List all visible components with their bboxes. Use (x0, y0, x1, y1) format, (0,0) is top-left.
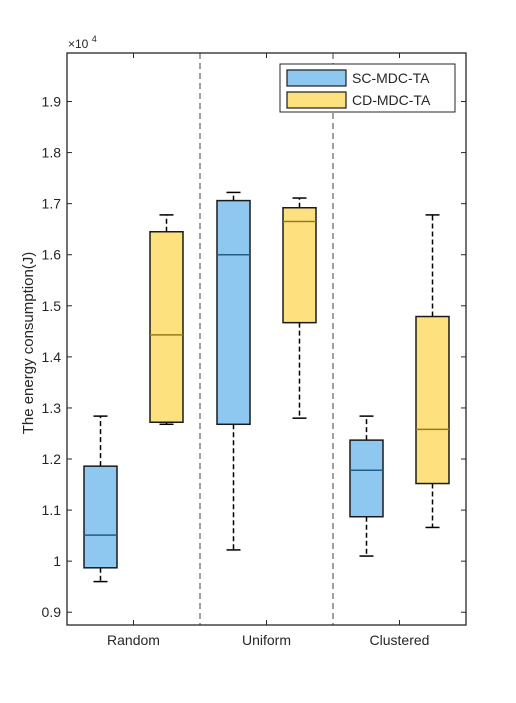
box-sc-mdc-ta-clustered (349, 415, 384, 557)
y-tick-label: 1 (53, 553, 61, 569)
y-tick-label: 1.1 (42, 502, 62, 518)
legend-label: CD-MDC-TA (352, 92, 431, 108)
box-sc-mdc-ta-uniform (216, 191, 251, 551)
legend-swatch (286, 69, 347, 87)
box-cd-mdc-ta-uniform (282, 197, 317, 419)
box-cd-mdc-ta-clustered (415, 214, 450, 529)
legend-label: SC-MDC-TA (352, 70, 430, 86)
legend-swatch (286, 91, 347, 109)
exponent-base: ×10 (68, 37, 89, 51)
box-body (83, 465, 118, 569)
x-tick-label: Clustered (370, 632, 430, 648)
x-tick-label: Random (107, 632, 160, 648)
box-body (282, 206, 317, 324)
y-tick-label: 1.2 (42, 451, 62, 467)
box-body (149, 231, 184, 423)
plot-area (67, 53, 466, 625)
y-tick-label: 1.7 (42, 196, 62, 212)
y-tick-label: 1.5 (42, 298, 62, 314)
y-tick-label: 0.9 (42, 604, 62, 620)
box-body (349, 439, 384, 518)
box-body (216, 199, 251, 426)
box-sc-mdc-ta-random (83, 415, 118, 583)
y-tick-label: 1.6 (42, 247, 62, 263)
exponent-label: ×10 4 (68, 34, 97, 51)
y-tick-label: 1.8 (42, 145, 62, 161)
x-axis-ticks: Random Uniform Clustered (107, 53, 429, 648)
plot-background (67, 53, 466, 625)
legend: SC-MDC-TA CD-MDC-TA (279, 63, 456, 113)
x-tick-label: Uniform (242, 632, 291, 648)
y-axis-label: The energy consumption(J) (20, 252, 37, 435)
box-series (83, 191, 450, 583)
exponent-power: 4 (92, 34, 97, 44)
y-tick-label: 1.9 (42, 94, 62, 110)
box-body (415, 315, 450, 485)
y-tick-label: 1.3 (42, 400, 62, 416)
group-separators (199, 53, 334, 625)
y-axis-ticks: 0.9 1 1.1 1.2 1.3 1.4 1.5 1.6 1.7 1.8 1.9 (42, 94, 466, 620)
y-tick-label: 1.4 (42, 349, 62, 365)
box-cd-mdc-ta-random (149, 214, 184, 426)
